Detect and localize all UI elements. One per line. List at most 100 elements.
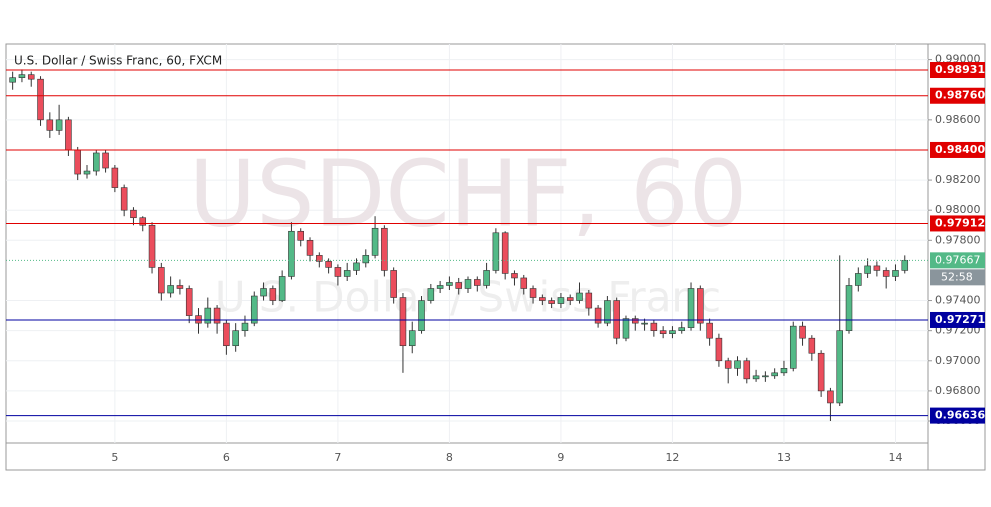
last-price-label: 0.97667	[935, 253, 981, 266]
candle-body	[873, 265, 881, 271]
candle-body	[362, 255, 370, 264]
candle-body	[371, 227, 379, 256]
candle-body	[148, 224, 156, 268]
y-tick-label: 0.96800	[935, 384, 981, 397]
candle-body	[390, 270, 397, 298]
candle-body	[418, 300, 425, 331]
candle-body	[241, 322, 249, 331]
candle-body	[260, 288, 267, 297]
candle-body	[752, 375, 760, 380]
level-label-box	[930, 311, 985, 328]
candle-body	[269, 288, 277, 301]
candle-body	[492, 232, 500, 271]
candle-body	[799, 325, 806, 339]
y-tick-label: 0.98200	[935, 173, 981, 186]
candle-body	[250, 295, 258, 324]
level-label: 0.97912	[935, 216, 985, 229]
candle-body	[167, 285, 174, 294]
level-label: 0.98400	[935, 143, 985, 156]
candle-body	[901, 260, 909, 271]
candle-body	[557, 297, 565, 304]
x-tick-label: 5	[111, 451, 118, 464]
candle-body	[762, 375, 769, 378]
candle-body	[427, 288, 435, 301]
candle-body	[102, 152, 109, 169]
candle-body	[734, 360, 741, 369]
candle-body	[232, 330, 239, 347]
candle-body	[158, 267, 165, 294]
candle-body	[501, 232, 509, 274]
candle-body	[622, 318, 630, 339]
candle-body	[83, 170, 91, 175]
candle-body	[511, 273, 518, 279]
level-label-box	[930, 141, 985, 158]
countdown-box	[930, 269, 985, 286]
level-label-box	[930, 215, 985, 232]
candle-body	[743, 360, 751, 380]
candle-body	[343, 270, 351, 277]
candle-body	[529, 288, 537, 298]
candle-body	[706, 322, 713, 339]
candle-body	[604, 300, 611, 324]
candle-body	[55, 119, 63, 131]
candle-body	[789, 325, 797, 369]
candle-body	[678, 327, 686, 331]
y-tick-label: 0.97400	[935, 294, 981, 307]
level-label-box	[930, 87, 985, 104]
x-tick-label: 6	[223, 451, 230, 464]
candle-body	[297, 230, 305, 241]
candle-body	[130, 209, 137, 219]
candle-body	[576, 292, 583, 301]
watermark: USDCHF, 60	[189, 140, 747, 247]
candle-body	[381, 227, 388, 271]
candle-body	[9, 77, 16, 83]
candle-body	[771, 372, 778, 377]
candle-body	[74, 149, 81, 175]
candle-body	[278, 276, 286, 301]
x-tick-label: 12	[665, 451, 679, 464]
level-label-box	[930, 407, 985, 424]
candle-body	[37, 78, 44, 121]
x-tick-label: 14	[888, 451, 902, 464]
candle-body	[306, 240, 314, 256]
candle-body	[669, 330, 676, 334]
candle-body	[697, 288, 704, 324]
candle-body	[585, 292, 593, 309]
candle-body	[455, 282, 462, 289]
candle-body	[864, 265, 871, 274]
candle-body	[288, 230, 295, 277]
y-tick-label: 0.98600	[935, 113, 981, 126]
candle-body	[334, 267, 342, 277]
candle-body	[566, 297, 574, 301]
candle-body	[408, 330, 416, 347]
candle-body	[27, 74, 35, 80]
candle-body	[641, 322, 648, 325]
candle-body	[882, 270, 890, 277]
candle-body	[93, 152, 100, 172]
level-label: 0.98931	[935, 63, 985, 76]
candle-body	[539, 297, 546, 301]
candle-body	[520, 277, 528, 289]
candle-body	[399, 297, 407, 347]
y-tick-label: 0.97800	[935, 233, 981, 246]
candle-body	[659, 330, 667, 334]
candle-body	[650, 322, 658, 331]
candle-body	[65, 119, 72, 151]
candle-body	[548, 300, 555, 304]
candle-body	[204, 307, 212, 324]
candle-body	[195, 315, 202, 324]
x-tick-label: 9	[557, 451, 564, 464]
candle-body	[594, 307, 602, 324]
candle-body	[18, 74, 26, 78]
candle-body	[855, 273, 862, 286]
candle-body	[46, 119, 54, 131]
candle-body	[120, 187, 128, 211]
candle-body	[724, 360, 732, 369]
candle-body	[845, 285, 853, 331]
level-label: 0.96636	[935, 409, 985, 422]
candle-body	[817, 352, 825, 392]
candle-body	[613, 300, 620, 339]
level-label-box	[930, 61, 985, 78]
y-tick-label: 0.97000	[935, 354, 981, 367]
candle-body	[139, 217, 147, 226]
